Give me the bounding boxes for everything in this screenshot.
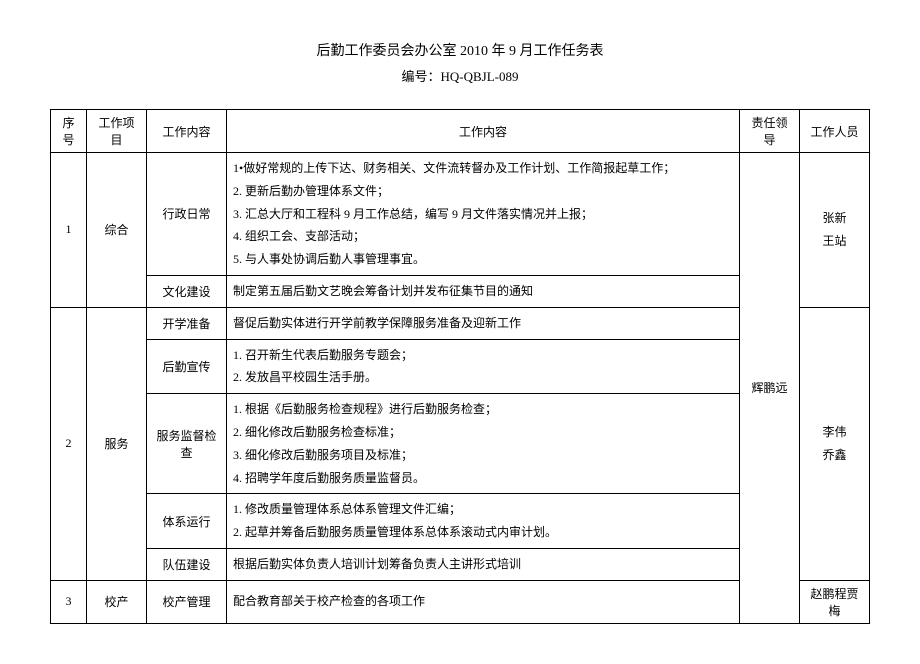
table-header-row: 序号 工作项目 工作内容 工作内容 责任领导 工作人员 (51, 110, 870, 153)
cell-detail: 1. 修改质量管理体系总体系管理文件汇编；2. 起草并筹备后勤服务质量管理体系总… (227, 494, 740, 549)
cell-seq: 1 (51, 153, 87, 308)
cell-category: 体系运行 (147, 494, 227, 549)
cell-staff: 李伟乔鑫 (800, 307, 870, 580)
cell-category: 后勤宣传 (147, 339, 227, 394)
cell-category: 校产管理 (147, 580, 227, 623)
cell-project: 综合 (87, 153, 147, 308)
th-project: 工作项目 (87, 110, 147, 153)
task-table: 序号 工作项目 工作内容 工作内容 责任领导 工作人员 1 综合 行政日常 1•… (50, 109, 870, 624)
cell-detail: 1•做好常规的上传下达、财务相关、文件流转督办及工作计划、工作简报起草工作；2.… (227, 153, 740, 276)
cell-detail: 1. 根据《后勤服务检查规程》进行后勤服务检查；2. 细化修改后勤服务检查标准；… (227, 394, 740, 494)
th-leader: 责任领导 (740, 110, 800, 153)
cell-category: 文化建设 (147, 275, 227, 307)
cell-detail: 制定第五届后勤文艺晚会筹备计划并发布征集节目的通知 (227, 275, 740, 307)
cell-category: 队伍建设 (147, 548, 227, 580)
th-seq: 序号 (51, 110, 87, 153)
cell-project: 服务 (87, 307, 147, 580)
cell-detail: 督促后勤实体进行开学前教学保障服务准备及迎新工作 (227, 307, 740, 339)
cell-detail: 根据后勤实体负责人培训计划筹备负责人主讲形式培训 (227, 548, 740, 580)
th-category: 工作内容 (147, 110, 227, 153)
cell-detail: 配合教育部关于校产检查的各项工作 (227, 580, 740, 623)
cell-category: 服务监督检查 (147, 394, 227, 494)
doc-title: 后勤工作委员会办公室 2010 年 9 月工作任务表 (50, 40, 870, 60)
table-row: 1 综合 行政日常 1•做好常规的上传下达、财务相关、文件流转督办及工作计划、工… (51, 153, 870, 276)
th-staff: 工作人员 (800, 110, 870, 153)
cell-staff: 赵鹏程贾梅 (800, 580, 870, 623)
cell-project: 校产 (87, 580, 147, 623)
cell-detail: 1. 召开新生代表后勤服务专题会；2. 发放昌平校园生活手册。 (227, 339, 740, 394)
doc-subtitle: 编号：HQ-QBJL-089 (50, 66, 870, 85)
cell-leader: 辉鹏远 (740, 153, 800, 624)
cell-seq: 3 (51, 580, 87, 623)
cell-category: 开学准备 (147, 307, 227, 339)
cell-staff: 张新王站 (800, 153, 870, 308)
cell-category: 行政日常 (147, 153, 227, 276)
cell-seq: 2 (51, 307, 87, 580)
th-detail: 工作内容 (227, 110, 740, 153)
